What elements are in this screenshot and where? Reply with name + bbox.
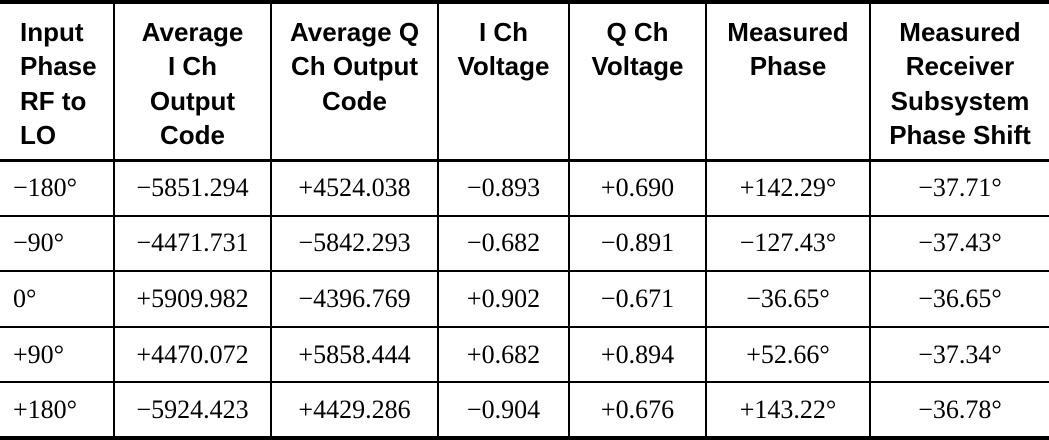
table-cell: −36.65° <box>705 270 871 328</box>
table-cell: +142.29° <box>705 159 871 217</box>
table-cell: −37.34° <box>869 325 1049 384</box>
table-cell: +0.682 <box>437 325 570 384</box>
table-cell: −37.43° <box>869 214 1049 273</box>
header-average-q-ch-code: Average Q Ch Output Code <box>270 2 439 162</box>
table-cell: +4524.038 <box>270 159 439 217</box>
header-input-phase: Input Phase RF to LO <box>0 2 115 162</box>
table-cell: +180° <box>0 381 115 439</box>
header-measured-phase: Measured Phase <box>705 2 871 162</box>
table-cell: −180° <box>0 159 115 217</box>
table-cell: +4429.286 <box>270 381 439 439</box>
table-cell: −0.891 <box>568 214 707 273</box>
table-cell: −4471.731 <box>113 214 272 273</box>
header-i-ch-voltage: I Ch Voltage <box>437 2 570 162</box>
table-cell: +90° <box>0 325 115 384</box>
table-cell: −36.65° <box>869 270 1049 328</box>
table-cell: −5924.423 <box>113 381 272 439</box>
table-cell: −4396.769 <box>270 270 439 328</box>
header-q-ch-voltage: Q Ch Voltage <box>568 2 707 162</box>
table-cell: +0.690 <box>568 159 707 217</box>
table-row: +90° +4470.072 +5858.444 +0.682 +0.894 +… <box>0 325 1049 384</box>
table-cell: −36.78° <box>869 381 1049 439</box>
table-row: −90° −4471.731 −5842.293 −0.682 −0.891 −… <box>0 214 1049 273</box>
table-cell: +52.66° <box>705 325 871 384</box>
header-average-i-ch-code: Average I Ch Output Code <box>113 2 272 162</box>
table-cell: −90° <box>0 214 115 273</box>
table-cell: +5909.982 <box>113 270 272 328</box>
table-cell: −37.71° <box>869 159 1049 217</box>
header-row: Input Phase RF to LO Average I Ch Output… <box>0 2 1049 162</box>
table-row: +180° −5924.423 +4429.286 −0.904 +0.676 … <box>0 381 1049 439</box>
table-cell: +0.894 <box>568 325 707 384</box>
table-cell: +5858.444 <box>270 325 439 384</box>
table-cell: −5851.294 <box>113 159 272 217</box>
table-cell: −0.893 <box>437 159 570 217</box>
table-row: −180° −5851.294 +4524.038 −0.893 +0.690 … <box>0 159 1049 217</box>
table-cell: +0.676 <box>568 381 707 439</box>
table-cell: −0.904 <box>437 381 570 439</box>
table-cell: −0.682 <box>437 214 570 273</box>
table-cell: +4470.072 <box>113 325 272 384</box>
table-cell: +143.22° <box>705 381 871 439</box>
header-receiver-phase-shift: Measured Receiver Subsystem Phase Shift <box>869 2 1049 162</box>
table-cell: −0.671 <box>568 270 707 328</box>
table-cell: 0° <box>0 270 115 328</box>
table-row: 0° +5909.982 −4396.769 +0.902 −0.671 −36… <box>0 270 1049 328</box>
table-cell: −127.43° <box>705 214 871 273</box>
table-cell: +0.902 <box>437 270 570 328</box>
table-cell: −5842.293 <box>270 214 439 273</box>
